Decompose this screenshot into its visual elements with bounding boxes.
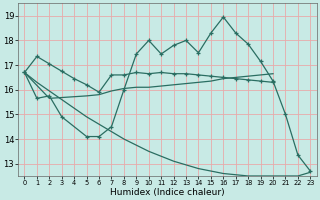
X-axis label: Humidex (Indice chaleur): Humidex (Indice chaleur) [110, 188, 225, 197]
